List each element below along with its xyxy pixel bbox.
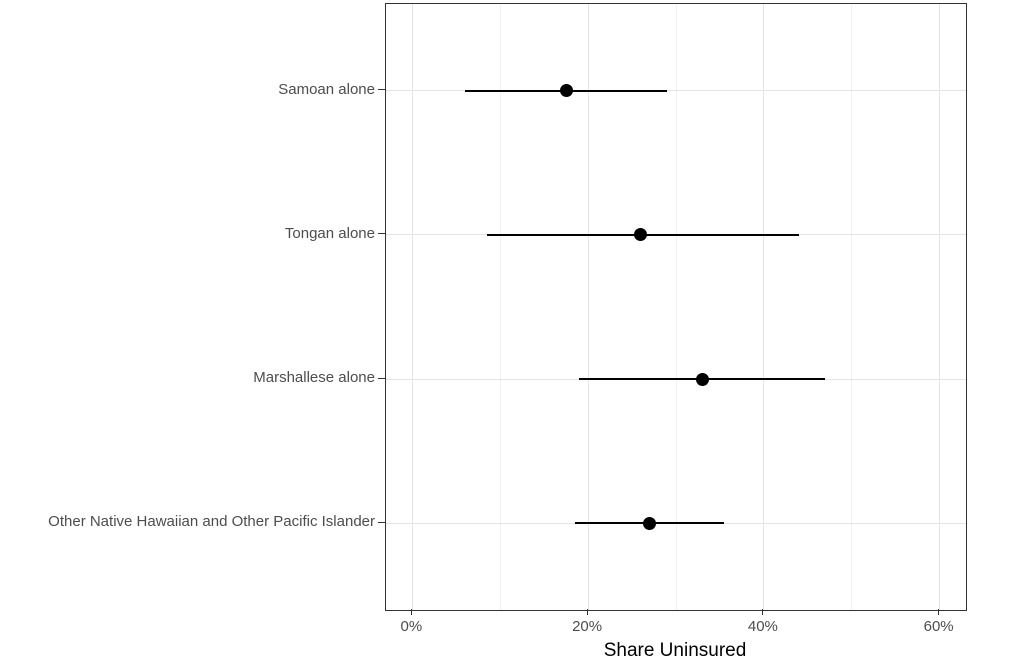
y-axis-label: Samoan alone [278,80,375,98]
x-axis-tick [586,609,588,615]
estimate-point [695,372,709,386]
plot-panel [385,3,967,611]
y-axis-tick [378,233,385,235]
y-axis-label: Other Native Hawaiian and Other Pacific … [48,513,375,531]
gridline-major-x [587,4,589,610]
estimate-point [634,228,648,242]
estimate-point [643,516,657,530]
y-axis-tick [378,521,385,523]
y-axis-tick [378,89,385,91]
x-axis-label: 20% [572,618,603,635]
x-axis-tick [762,609,764,615]
x-axis-tick [410,609,412,615]
x-axis-label: 40% [747,618,778,635]
y-axis-label: Tongan alone [284,224,375,242]
gridline-minor-x [499,4,501,610]
x-axis-label: 60% [923,618,954,635]
estimate-point [559,84,573,98]
gridline-major-y [386,90,966,92]
gridline-major-x [411,4,413,610]
y-axis-label: Marshallese alone [253,369,375,387]
gridline-minor-x [851,4,853,610]
gridline-major-x [763,4,765,610]
gridline-minor-x [675,4,677,610]
gridline-major-x [939,4,941,610]
x-axis-title: Share Uninsured [603,640,747,661]
x-axis-tick [938,609,940,615]
x-axis-label: 0% [400,618,423,635]
y-axis-tick [378,377,385,379]
